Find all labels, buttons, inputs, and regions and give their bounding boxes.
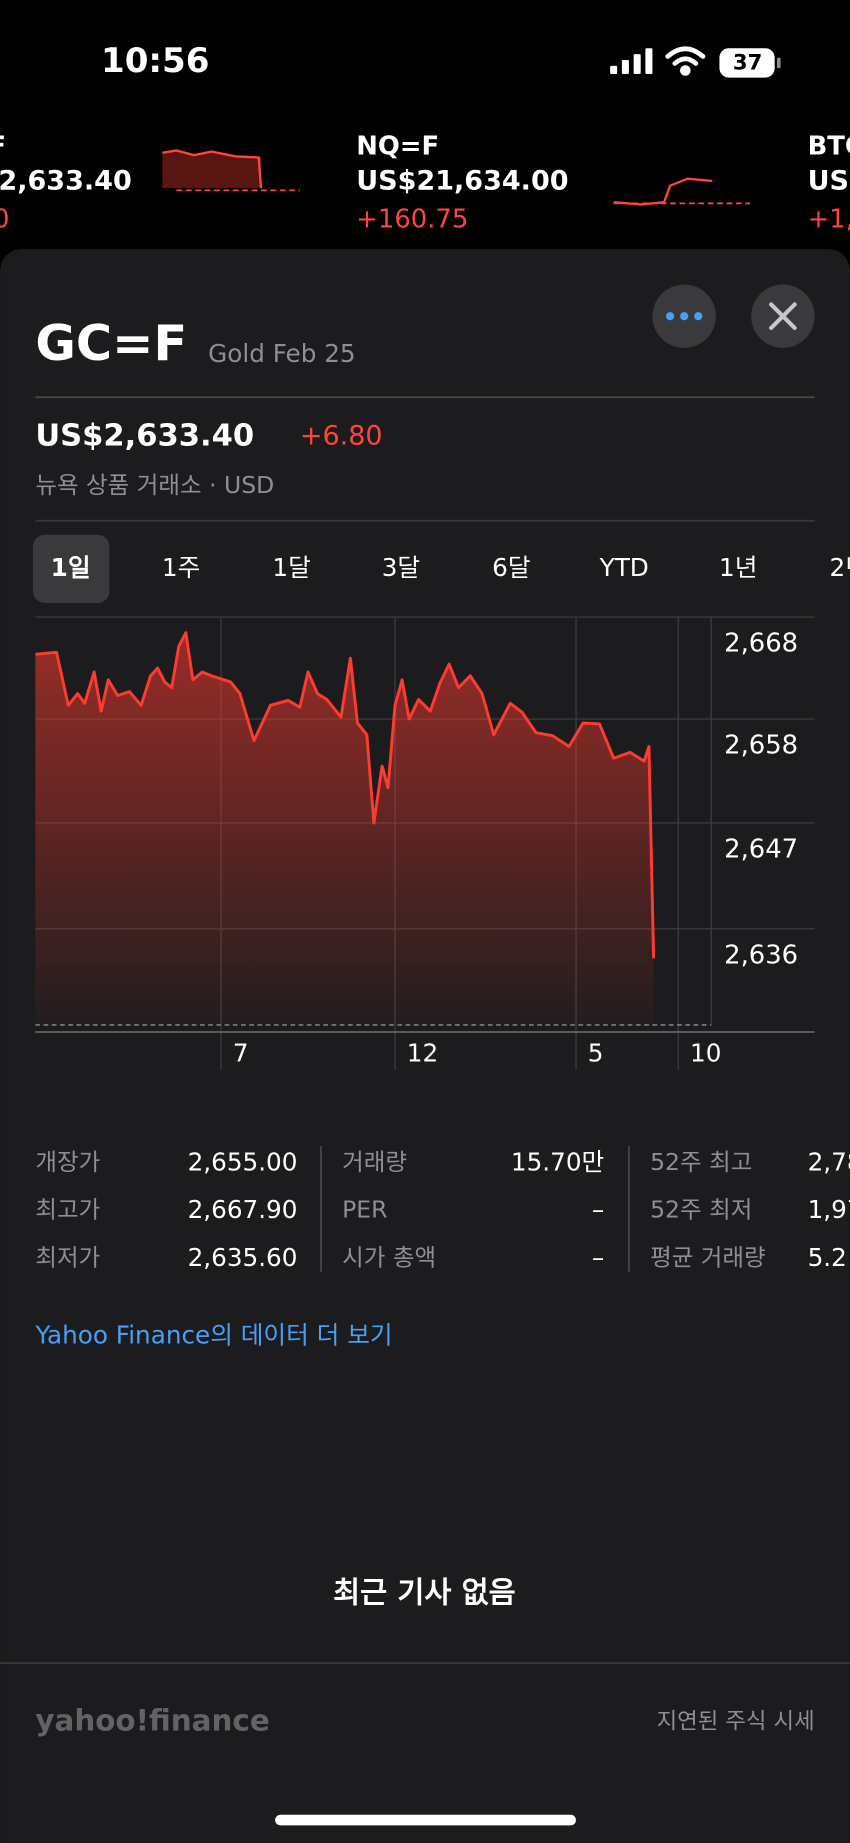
price-line — [35, 631, 656, 959]
home-indicator — [275, 1814, 577, 1826]
ticker-change: +6.80 — [0, 204, 10, 234]
stat-label: 개장가 — [35, 1148, 100, 1176]
exchange: 뉴욕 상품 거래소 · USD — [35, 471, 274, 499]
quote-price: US$2,633.40 — [35, 419, 254, 454]
tab[interactable]: 6달 — [492, 553, 530, 582]
ticker-change: +1, — [808, 204, 850, 234]
battery-level: 37 — [733, 49, 762, 74]
y-tick-label: 2,636 — [724, 940, 798, 970]
symbol: GC=F — [35, 314, 187, 372]
instrument-name: Gold Feb 25 — [208, 339, 356, 368]
y-tick-label: 2,668 — [724, 629, 798, 659]
tab[interactable]: YTD — [599, 553, 649, 582]
range-tabs: 1일 1주 1달 3달 6달 YTD 1년 2년 — [33, 534, 850, 603]
chart: 2,668 2,658 2,647 2,636 7 12 5 10 — [35, 616, 815, 1070]
signal-icon — [610, 48, 653, 75]
stat-label: 평균 거래량 — [650, 1243, 766, 1271]
x-tick-label: 12 — [407, 1038, 438, 1067]
stat-value: – — [592, 1243, 604, 1272]
ticker-change: +160.75 — [356, 204, 468, 234]
ticker-price: US$ — [808, 166, 850, 197]
provider-logo: yahoo!finance — [35, 1703, 269, 1737]
stat-value: 1,97 — [808, 1195, 850, 1224]
tab[interactable]: 2년 — [830, 553, 850, 582]
no-news: 최근 기사 없음 — [333, 1575, 516, 1609]
stat-label: PER — [342, 1196, 387, 1224]
data-link[interactable]: Yahoo Finance의 데이터 더 보기 — [34, 1320, 392, 1349]
x-tick-label: 5 — [588, 1038, 604, 1067]
x-tick-label: 7 — [233, 1038, 249, 1067]
stat-value: 2,635.60 — [188, 1243, 298, 1272]
x-tick-label: 10 — [690, 1038, 721, 1067]
tab[interactable]: 1년 — [719, 553, 757, 582]
tab[interactable]: 1달 — [272, 553, 310, 582]
stat-value: 2,667.90 — [188, 1195, 298, 1224]
ticker-symbol: NQ=F — [356, 131, 439, 161]
ticker[interactable]: NQ=F US$21,634.00 +160.75 — [356, 131, 568, 234]
stat-label: 52주 최고 — [650, 1148, 752, 1176]
tab[interactable]: 1주 — [162, 553, 200, 582]
stat-value: 5.2 — [808, 1243, 847, 1272]
tab-selected — [33, 534, 110, 603]
stat-value: 2,78 — [808, 1148, 850, 1177]
clock: 10:56 — [101, 41, 209, 81]
ticker-symbol: BTC — [808, 131, 850, 161]
stat-value: – — [592, 1195, 604, 1224]
battery-cap — [777, 57, 781, 69]
sparkline — [613, 177, 750, 206]
stat-value: 15.70만 — [511, 1148, 604, 1177]
stat-label: 거래량 — [342, 1148, 407, 1176]
ticker[interactable]: BTC US$ +1, — [808, 131, 850, 234]
ticker-strip: GC=F US$2,633.40 +6.80 NQ=F US$21,634.00 +160… — [0, 131, 850, 234]
y-tick-label: 2,647 — [724, 834, 798, 864]
ticker-price: US$21,634.00 — [356, 166, 568, 197]
battery-icon — [719, 48, 775, 78]
stat-value: 2,655.00 — [188, 1148, 298, 1177]
sheet — [0, 249, 850, 1843]
stat-label: 52주 최저 — [650, 1196, 752, 1224]
sparkline — [162, 149, 300, 192]
tab[interactable]: 1일 — [51, 553, 91, 582]
stat-label: 최저가 — [35, 1243, 100, 1271]
quote-change: +6.80 — [300, 421, 383, 452]
y-tick-label: 2,658 — [724, 731, 798, 761]
ticker-symbol: GC=F — [0, 131, 6, 161]
stat-label: 최고가 — [35, 1196, 100, 1224]
ticker[interactable]: GC=F US$2,633.40 +6.80 — [0, 131, 132, 234]
wifi-icon — [665, 46, 706, 76]
area-fill — [35, 632, 654, 1025]
stat-label: 시가 총액 — [342, 1243, 436, 1271]
more-icon — [665, 312, 703, 321]
tab[interactable]: 3달 — [382, 553, 420, 582]
close-icon — [769, 302, 797, 330]
stats: 개장가 2,655.00 최고가 2,667.90 최저가 2,635.60 거래량 15.7… — [35, 1148, 850, 1272]
delay-note: 지연된 주식 시세 — [657, 1708, 815, 1734]
ticker-price: US$2,633.40 — [0, 166, 132, 197]
